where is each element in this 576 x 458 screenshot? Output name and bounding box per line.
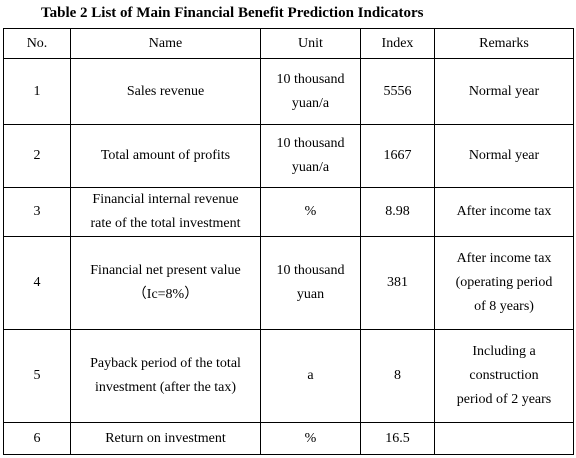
cell-remarks: Including a construction period of 2 years (434, 329, 574, 423)
cell-unit-line: yuan (296, 287, 325, 302)
table-row: 4 Financial net present value （Ic=8%） 10 th… (3, 236, 574, 330)
cell-unit-line: 10 thousand (276, 71, 345, 87)
cell-unit-line: a (307, 368, 314, 383)
cell-remarks: Normal year (434, 124, 574, 188)
table-caption: Table 2 List of Main Financial Benefit P… (41, 5, 424, 21)
cell-index: 8.98 (360, 187, 435, 237)
header-index: Index (360, 28, 435, 59)
cell-no: 5 (3, 329, 71, 423)
cell-remarks: After income tax (434, 187, 574, 237)
cell-index: 1667 (360, 124, 435, 188)
table-row: 6 Return on investment% 16.5 (3, 422, 574, 455)
cell-name: Financial net present value （Ic=8%） (70, 236, 261, 330)
header-name: Name (70, 28, 261, 59)
cell-name-line: Payback period of the total (90, 356, 241, 371)
table-row: 2 Total amount of profits 10 thousand yuan/… (3, 124, 574, 188)
cell-index: 5556 (360, 58, 435, 125)
header-remarks: Remarks (434, 28, 574, 59)
cell-name-line: rate of the total investment (90, 216, 241, 231)
cell-no: 1 (3, 58, 71, 125)
cell-remarks-line: of 8 years) (474, 299, 534, 314)
cell-unit: % (260, 422, 361, 455)
cell-unit-line: yuan/a (291, 95, 330, 111)
cell-remarks-line: period of 2 years (456, 392, 552, 407)
financial-indicators-table: No. Name Unit Index Remarks 1 Sales reven… (3, 28, 574, 455)
cell-unit: % (260, 187, 361, 237)
cell-unit-line: 10 thousand (276, 263, 345, 278)
table-body: 1 Sales revenue 10 thousand yuan/a 5556 Norma… (3, 58, 574, 455)
cell-unit: a (260, 329, 361, 423)
header-unit: Unit (260, 28, 361, 59)
cell-unit: 10 thousand yuan/a (260, 124, 361, 188)
cell-name-line: Financial net present value (90, 263, 241, 278)
cell-remarks-line: construction (469, 368, 539, 383)
cell-index: 16.5 (360, 422, 435, 455)
cell-name: Sales revenue (70, 58, 261, 125)
cell-name-line: Return on investment (105, 430, 226, 446)
cell-index: 8 (360, 329, 435, 423)
cell-no: 2 (3, 124, 71, 188)
table-header: No. Name Unit Index Remarks (3, 28, 574, 59)
cell-no: 3 (3, 187, 71, 237)
cell-no: 6 (3, 422, 71, 455)
cell-remarks-line: After income tax (456, 204, 552, 219)
table-row: 3 Financial internal revenue rate of the t… (3, 187, 574, 237)
table-row: 1 Sales revenue 10 thousand yuan/a 5556 Norma… (3, 58, 574, 125)
cell-remarks: After income tax (operating period of 8 ye… (434, 236, 574, 330)
cell-unit-line: yuan/a (291, 160, 330, 175)
cell-name: Return on investment (70, 422, 261, 455)
cell-unit-line: 10 thousand (276, 136, 345, 151)
cell-remarks-line: Normal year (468, 148, 540, 163)
table-row: 5 Payback period of the total investment (… (3, 329, 574, 423)
cell-name: Payback period of the total investment (a… (70, 329, 261, 423)
cell-unit: 10 thousand yuan/a (260, 58, 361, 125)
cell-remarks-line: Normal year (468, 83, 540, 99)
cell-no: 4 (3, 236, 71, 330)
cell-remarks: Normal year (434, 58, 574, 125)
cell-name-line: Total amount of profits (100, 148, 231, 163)
header-row: No. Name Unit Index Remarks (3, 28, 574, 59)
cell-unit-line: % (304, 430, 317, 446)
cell-index: 381 (360, 236, 435, 330)
cell-remarks (434, 422, 574, 455)
cell-remarks-line: After income tax (456, 251, 552, 266)
cell-remarks-line: (operating period (455, 275, 553, 290)
cell-name-line: （Ic=8%） (132, 287, 199, 302)
header-no: No. (3, 28, 71, 59)
cell-name-line: Sales revenue (126, 83, 205, 99)
cell-name: Financial internal revenue rate of the to… (70, 187, 261, 237)
cell-name-line: investment (after the tax) (94, 380, 237, 395)
cell-name-line: Financial internal revenue (92, 192, 239, 207)
cell-unit: 10 thousand yuan (260, 236, 361, 330)
cell-name: Total amount of profits (70, 124, 261, 188)
cell-unit-line: % (304, 204, 317, 219)
cell-remarks-line: Including a (472, 344, 536, 359)
